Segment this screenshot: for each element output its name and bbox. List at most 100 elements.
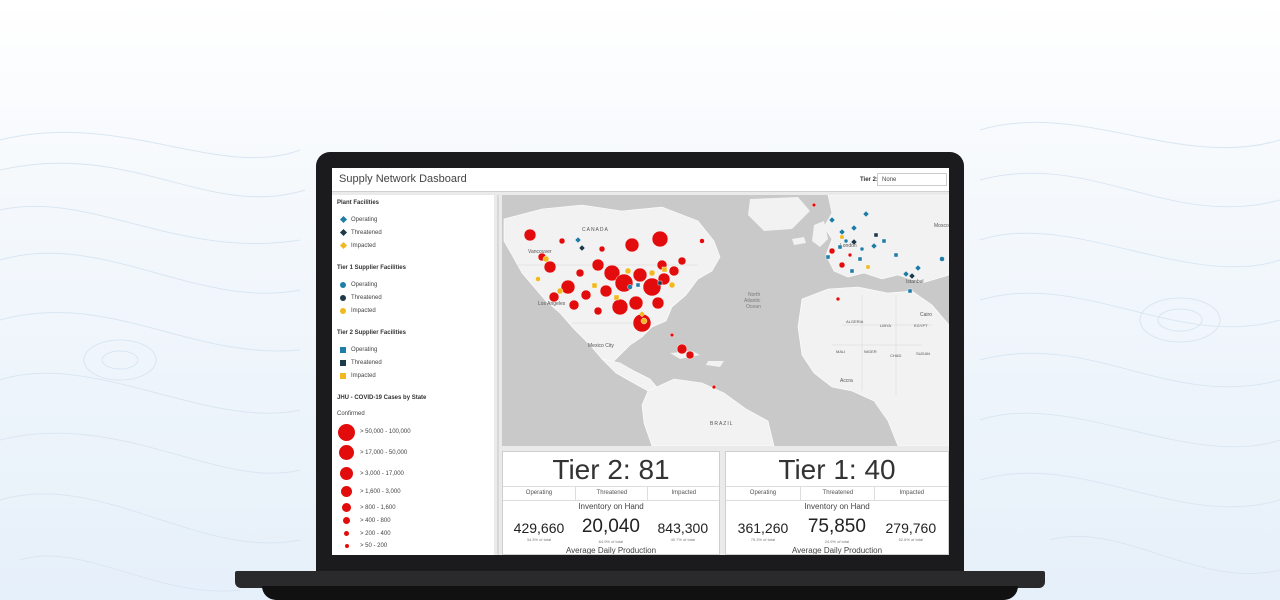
covid-circle[interactable] xyxy=(624,237,640,253)
facility-marker[interactable] xyxy=(668,281,676,289)
facility-marker[interactable] xyxy=(613,294,620,301)
covid-circle[interactable] xyxy=(628,295,644,311)
legend-scrollbar[interactable] xyxy=(497,195,499,555)
facility-marker[interactable] xyxy=(657,280,663,286)
facility-marker[interactable] xyxy=(542,255,550,263)
covid-circle[interactable] xyxy=(838,261,846,269)
covid-circle[interactable] xyxy=(523,228,537,242)
facility-marker[interactable] xyxy=(865,264,871,270)
facility-marker[interactable] xyxy=(837,244,843,250)
covid-circle[interactable] xyxy=(598,245,606,253)
legend-item-label: > 200 - 400 xyxy=(360,531,391,537)
value-cell: 361,260 75.3% of total xyxy=(726,520,800,542)
facility-marker[interactable] xyxy=(574,236,582,244)
value-cell: 429,660 34.3% of total xyxy=(503,520,575,542)
facility-marker[interactable] xyxy=(661,266,668,273)
legend-item-label: Threatened xyxy=(351,360,382,366)
covid-circle[interactable] xyxy=(591,258,605,272)
facility-marker[interactable] xyxy=(648,269,656,277)
facility-marker[interactable] xyxy=(857,256,863,262)
covid-circle[interactable] xyxy=(558,237,566,245)
circle-icon xyxy=(343,517,350,524)
facility-marker[interactable] xyxy=(849,268,855,274)
covid-circle[interactable] xyxy=(593,306,603,316)
facility-marker[interactable] xyxy=(862,210,870,218)
covid-circle[interactable] xyxy=(632,267,648,283)
col-header: Impacted xyxy=(646,487,719,500)
covid-circle[interactable] xyxy=(642,277,662,297)
facility-marker[interactable] xyxy=(838,228,846,236)
map-label-algeria: ALGERIA xyxy=(846,319,864,324)
metric-value: 429,660 xyxy=(513,520,565,536)
map-label-brazil: BRAZIL xyxy=(710,421,734,427)
production-label: Average Daily Production xyxy=(565,546,657,555)
map-label-egypt: EGYPT xyxy=(914,323,928,328)
covid-circle[interactable] xyxy=(651,296,665,310)
map-view[interactable]: CANADA North Atlantic Ocean Mexico City … xyxy=(502,195,949,446)
laptop-base xyxy=(235,571,1045,588)
covid-circle[interactable] xyxy=(811,202,817,208)
card-title: Tier 2: 81 xyxy=(552,454,670,485)
facility-marker[interactable] xyxy=(624,267,632,275)
covid-circle[interactable] xyxy=(847,252,853,258)
covid-circle[interactable] xyxy=(685,350,695,360)
facility-marker[interactable] xyxy=(578,244,586,252)
covid-circle[interactable] xyxy=(548,291,560,303)
facility-marker[interactable] xyxy=(627,284,633,290)
facility-marker[interactable] xyxy=(535,276,541,282)
col-header: Threatened xyxy=(574,487,648,500)
value-cell: 843,300 40.7% of total xyxy=(647,520,719,542)
diamond-icon xyxy=(339,215,348,224)
facility-marker[interactable] xyxy=(881,238,887,244)
circle-icon xyxy=(339,445,354,460)
legend-item-label: > 50 - 200 xyxy=(360,543,388,549)
facility-marker[interactable] xyxy=(635,282,641,288)
facility-marker[interactable] xyxy=(859,246,865,252)
covid-circle[interactable] xyxy=(699,238,705,244)
threatened-facilities-layer xyxy=(578,232,916,286)
value-cell: 279,760 52.6% of total xyxy=(874,520,948,542)
facility-marker[interactable] xyxy=(873,232,879,238)
facility-marker[interactable] xyxy=(893,252,899,258)
covid-circle[interactable] xyxy=(575,268,585,278)
facility-marker[interactable] xyxy=(828,216,836,224)
covid-circle[interactable] xyxy=(669,332,675,338)
facility-marker[interactable] xyxy=(870,242,878,250)
facility-marker[interactable] xyxy=(939,256,945,262)
covid-circle[interactable] xyxy=(599,284,613,298)
facility-marker[interactable] xyxy=(640,317,648,325)
facility-marker[interactable] xyxy=(850,224,858,232)
facility-marker[interactable] xyxy=(839,234,845,240)
facility-marker[interactable] xyxy=(908,272,916,280)
covid-circle[interactable] xyxy=(835,296,841,302)
map-label-mexico-city: Mexico City xyxy=(588,343,614,349)
covid-circle[interactable] xyxy=(603,264,621,282)
covid-circle[interactable] xyxy=(711,384,717,390)
facility-marker[interactable] xyxy=(556,287,564,295)
covid-circle[interactable] xyxy=(677,256,687,266)
covid-circle[interactable] xyxy=(828,247,836,255)
status-columns: Operating Threatened Impacted xyxy=(726,486,948,501)
facility-marker[interactable] xyxy=(850,238,858,246)
legend-tier2-title: Tier 2 Supplier Facilities xyxy=(337,330,406,336)
facility-marker[interactable] xyxy=(843,238,849,244)
map-label-mali: MALI xyxy=(836,349,845,354)
covid-circle[interactable] xyxy=(668,265,680,277)
legend-item-label: > 1,600 - 3,000 xyxy=(360,489,401,495)
facility-marker[interactable] xyxy=(825,254,831,260)
metric-percent: 34.3% of total xyxy=(526,537,552,542)
facility-marker[interactable] xyxy=(638,310,646,318)
covid-circle[interactable] xyxy=(580,289,592,301)
facility-marker[interactable] xyxy=(907,288,913,294)
covid-circle[interactable] xyxy=(651,230,669,248)
facility-marker[interactable] xyxy=(902,270,910,278)
covid-circle[interactable] xyxy=(560,279,576,295)
facility-marker[interactable] xyxy=(914,264,922,272)
laptop-foot xyxy=(262,586,1018,600)
covid-circle[interactable] xyxy=(543,260,557,274)
facility-marker[interactable] xyxy=(591,282,598,289)
covid-circle[interactable] xyxy=(611,298,629,316)
tier-filter-select[interactable]: None xyxy=(877,173,947,186)
covid-circle[interactable] xyxy=(568,299,580,311)
covid-circle[interactable] xyxy=(676,343,688,355)
